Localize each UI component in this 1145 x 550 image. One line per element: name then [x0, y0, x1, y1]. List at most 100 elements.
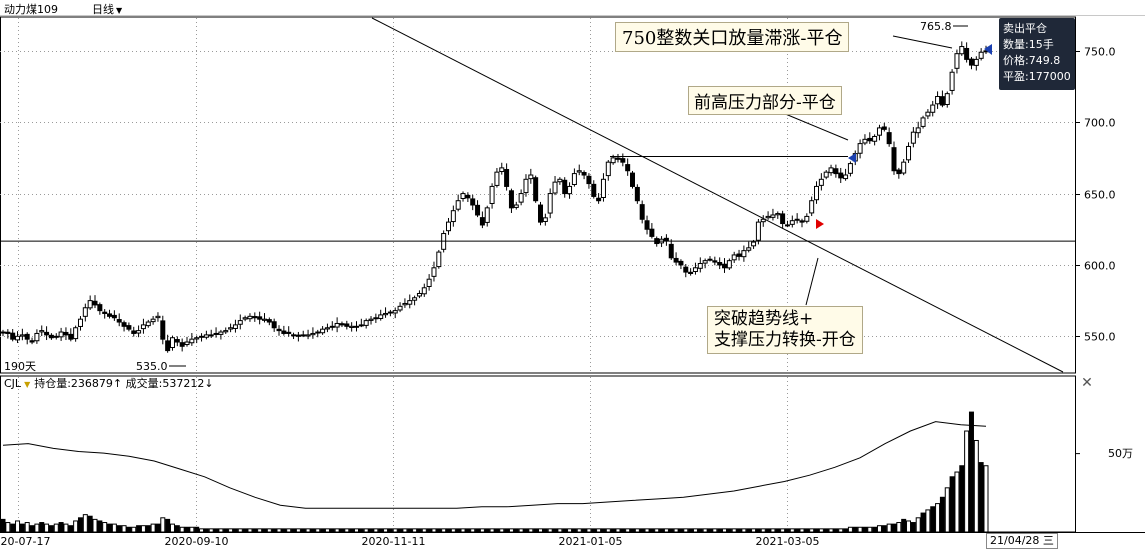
- volume-bar: [862, 526, 868, 533]
- candle-up: [58, 331, 64, 338]
- volume-bar: [353, 528, 359, 533]
- close-icon[interactable]: ✕: [1081, 375, 1093, 391]
- candle-up: [228, 327, 234, 330]
- candle-up: [726, 260, 732, 269]
- period-selector[interactable]: 日线 ▼: [92, 1, 122, 17]
- volume-bar: [252, 528, 258, 533]
- volume-bar: [300, 528, 306, 533]
- symbol-name[interactable]: 动力煤109: [4, 3, 58, 16]
- candle-up: [523, 178, 529, 194]
- volume-bar: [257, 528, 263, 533]
- volume-bar: [392, 528, 398, 533]
- candle-up: [847, 163, 853, 174]
- candle-down: [615, 157, 621, 160]
- volume-bar: [305, 528, 311, 533]
- volume-bar: [431, 528, 437, 533]
- volume-bar: [291, 528, 297, 533]
- volume-bar: [804, 528, 810, 533]
- volume-bar: [605, 528, 611, 533]
- volume-bar: [228, 528, 234, 533]
- volume-bar: [397, 528, 403, 533]
- volume-bar: [678, 528, 684, 533]
- candle-up: [600, 178, 606, 198]
- tooltip-quantity: 数量:15手: [1003, 38, 1054, 51]
- days-label: 190天: [4, 360, 36, 373]
- volume-bar: [87, 515, 93, 533]
- candle-up: [77, 318, 83, 327]
- volume-bar: [378, 528, 384, 533]
- candle-up: [368, 318, 374, 321]
- volume-bar: [136, 525, 142, 533]
- volume-bar: [557, 528, 563, 533]
- candle-up: [944, 93, 950, 106]
- volume-bar: [34, 523, 40, 533]
- candle-up: [82, 307, 88, 317]
- candle-up: [199, 335, 205, 338]
- candle-up: [242, 317, 248, 320]
- candle-down: [712, 260, 718, 263]
- sub-panel-frame: [0, 375, 1076, 533]
- candle-down: [663, 237, 669, 242]
- volume-bar: [770, 528, 776, 533]
- candle-down: [668, 243, 674, 259]
- candle-up: [232, 324, 238, 329]
- candle-up: [935, 96, 941, 105]
- volume-bar: [949, 476, 955, 533]
- candle-down: [5, 331, 11, 334]
- candle-up: [978, 51, 984, 59]
- volume-bar: [789, 528, 795, 533]
- volume-bar: [876, 525, 882, 533]
- volume-bar: [126, 526, 132, 533]
- volume-bar: [145, 525, 151, 533]
- volume-bar: [915, 517, 921, 533]
- candle-up: [34, 332, 40, 342]
- candle-up: [513, 204, 519, 208]
- candle-up: [571, 173, 577, 186]
- x-tick-label: 2021-01-05: [559, 535, 623, 548]
- volume-bar: [63, 523, 69, 533]
- volume-bar: [315, 528, 321, 533]
- candle-up: [876, 127, 882, 136]
- volume-bar: [968, 411, 974, 533]
- volume-bar: [538, 528, 544, 533]
- volume-bar: [460, 528, 466, 533]
- candle-up: [959, 46, 965, 55]
- volume-bar: [867, 526, 873, 533]
- entry-marker: [816, 219, 824, 229]
- volume-bar: [576, 528, 582, 533]
- candle-up: [692, 267, 698, 273]
- volume-bar: [68, 525, 74, 533]
- volume-bar: [920, 512, 926, 533]
- candle-up: [426, 278, 432, 287]
- current-date-box: 21/04/28 三: [986, 533, 1058, 549]
- candle-up: [920, 117, 926, 127]
- candle-up: [145, 321, 151, 327]
- candle-down: [867, 137, 873, 142]
- volume-bar: [266, 528, 272, 533]
- indicator-dropdown-icon[interactable]: ▼: [24, 380, 31, 389]
- candle-up: [494, 171, 500, 186]
- candle-up: [383, 312, 389, 316]
- candle-down: [625, 164, 631, 172]
- volume-bar: [523, 528, 529, 533]
- candle-up: [906, 145, 912, 161]
- leader-line: [805, 257, 819, 306]
- annotation-breakout-entry[interactable]: 突破趋势线+ 支撑压力转换-开仓: [707, 306, 863, 354]
- candle-up: [702, 260, 708, 264]
- annotation-750-exit[interactable]: 750整数关口放量滞涨-平仓: [615, 22, 850, 52]
- y-tick-label: 700.0: [1084, 117, 1116, 130]
- candle-down: [266, 319, 272, 323]
- candle-up: [954, 53, 960, 69]
- candle-up: [305, 334, 311, 337]
- volume-bar: [673, 528, 679, 533]
- candle-down: [475, 204, 481, 216]
- candle-down: [276, 328, 282, 332]
- indicator-name[interactable]: CJL: [4, 377, 22, 390]
- volume-bar: [828, 528, 834, 533]
- volume-bar: [383, 528, 389, 533]
- candle-up: [184, 341, 190, 346]
- candle-down: [111, 314, 117, 319]
- annotation-prev-high-exit[interactable]: 前高压力部分-平仓: [688, 86, 842, 115]
- volume-bar: [470, 528, 476, 533]
